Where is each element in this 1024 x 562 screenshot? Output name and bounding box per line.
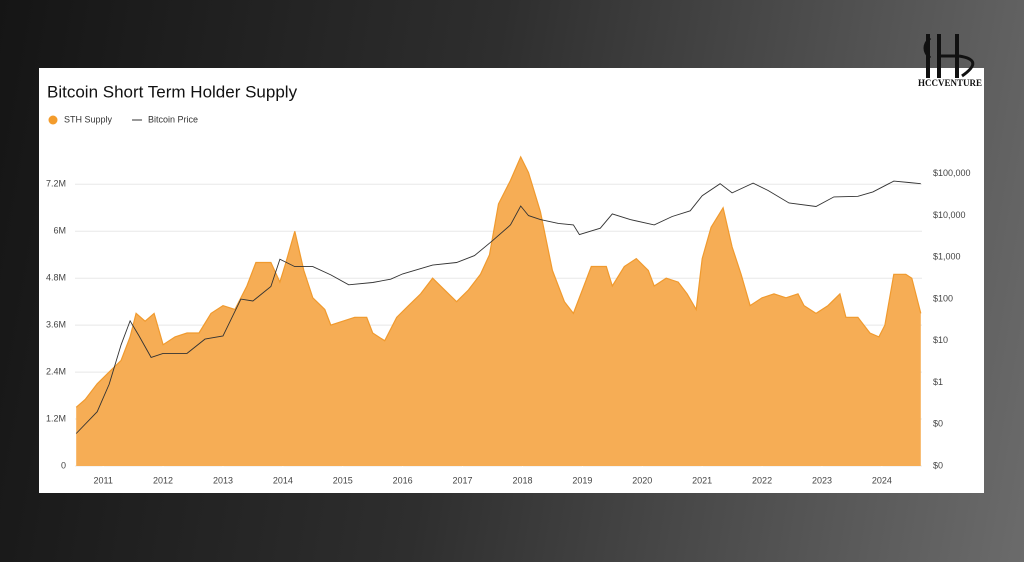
- legend-swatch: [48, 115, 58, 125]
- y2-tick-label: $0: [933, 460, 943, 470]
- chart-title: Bitcoin Short Term Holder Supply: [47, 82, 298, 101]
- legend-label: Bitcoin Price: [148, 114, 198, 124]
- x-tick-label: 2018: [512, 475, 532, 485]
- x-tick-label: 2019: [572, 475, 592, 485]
- legend-label: STH Supply: [64, 114, 113, 124]
- y2-tick-label: $100,000: [933, 168, 971, 178]
- y2-tick-label: $0: [933, 419, 943, 429]
- y-tick-label: 1.2M: [46, 413, 66, 423]
- y-tick-label: 6M: [53, 226, 66, 236]
- y-tick-label: 4.8M: [46, 273, 66, 283]
- y-tick-label: 0: [61, 460, 66, 470]
- y-tick-label: 7.2M: [46, 179, 66, 189]
- x-tick-label: 2023: [812, 475, 832, 485]
- y-tick-label: 2.4M: [46, 366, 66, 376]
- y2-tick-label: $1,000: [933, 252, 961, 262]
- x-tick-label: 2014: [273, 475, 293, 485]
- x-tick-label: 2012: [153, 475, 173, 485]
- plot: 0 1.2M 2.4M 3.6M 4.8M 6M 7.2M $0 $0 $1 $10 $100 $1,0…: [46, 114, 971, 485]
- logo-glyph: [937, 34, 941, 78]
- price-line: [75, 180, 921, 434]
- logo-text: HCCVENTURE: [918, 78, 982, 88]
- x-tick-label: 2022: [752, 475, 772, 485]
- y2-tick-label: $100: [933, 293, 953, 303]
- area-line: [75, 155, 922, 408]
- y2-tick-label: $10,000: [933, 210, 966, 220]
- x-tick-label: 2013: [213, 475, 233, 485]
- x-tick-label: 2016: [393, 475, 413, 485]
- y-tick-label: 3.6M: [46, 320, 66, 330]
- x-tick-label: 2011: [93, 475, 112, 485]
- x-tick-label: 2021: [692, 475, 712, 485]
- x-tick-label: 2024: [872, 475, 892, 485]
- logo: HCCVENTURE: [918, 34, 982, 88]
- y2-tick-label: $10: [933, 335, 948, 345]
- logo-glyph: [923, 36, 975, 78]
- x-tick-label: 2015: [333, 475, 353, 485]
- x-tick-label: 2020: [632, 475, 652, 485]
- y2-tick-label: $1: [933, 377, 943, 387]
- x-tick-label: 2017: [453, 475, 473, 485]
